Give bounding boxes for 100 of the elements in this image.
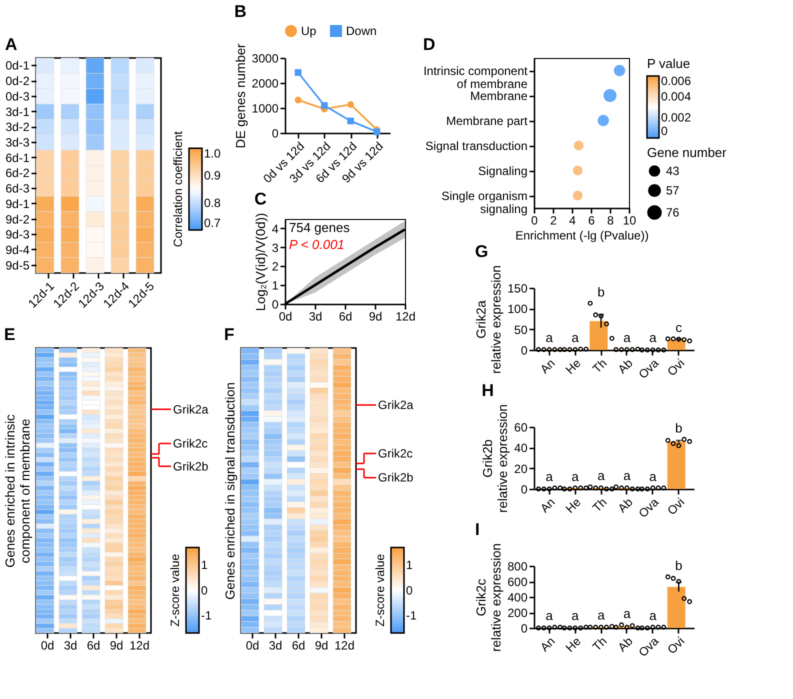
text: Grik2b: [173, 459, 209, 474]
annotation: 754 genes: [289, 220, 350, 235]
x-tick-label: 0: [531, 214, 538, 228]
x-tick-label: An: [537, 495, 558, 516]
y-tick-label: 2: [272, 260, 279, 274]
color-bar-label: 1: [201, 558, 208, 572]
x-tick-label: An: [537, 356, 558, 376]
y-axis-title: DE genes number: [232, 42, 248, 148]
y-tick-label: Signal transduction: [425, 139, 528, 153]
y-tick-label: 20: [514, 462, 528, 476]
text: Grik2c: [173, 436, 208, 450]
y-tick-label: 1000: [252, 102, 279, 116]
point: [294, 96, 302, 104]
annotation: c: [675, 320, 682, 335]
y-axis-title: Grik2c relative expression: [473, 543, 504, 652]
y-tick-label: 800: [507, 560, 528, 574]
y-tick-label: 100: [507, 302, 528, 316]
annotation: a: [572, 608, 580, 624]
y-tick-label: 0: [272, 126, 279, 140]
x-tick-label: 3d: [308, 310, 322, 324]
bar: [590, 321, 608, 350]
x-tick-label: Th: [590, 634, 610, 654]
y-axis-title: Grik2a relative expression: [473, 265, 504, 374]
y-tick-label: 2000: [252, 76, 279, 90]
x-tick-label: An: [537, 634, 558, 654]
y-tick-label: 6d-1: [5, 150, 30, 165]
x-tick-label: Ab: [615, 356, 636, 376]
color-bar-label: 0.9: [204, 168, 222, 183]
color-bar-label: -1: [201, 608, 212, 622]
chart-title: C: [254, 189, 267, 208]
y-tick-label: Membrane: [470, 89, 528, 103]
x-tick-label: He: [562, 356, 584, 377]
y-tick-label: 9d-3: [5, 228, 30, 242]
color-bar-label: 0: [661, 124, 668, 138]
y-axis-title: Log₂(V(id)/V(0d)): [252, 212, 268, 312]
y-axis-title: Genes enriched in signal transduction: [222, 382, 238, 600]
legend-label: 76: [666, 206, 680, 220]
y-tick-label: 3: [272, 240, 279, 255]
x-tick-label: Th: [590, 495, 610, 515]
chart-title: D: [422, 35, 436, 54]
color-bar-label: 1: [406, 558, 413, 572]
x-tick-label: Ovi: [664, 356, 688, 379]
y-tick-label: 0: [520, 482, 528, 496]
color-bar-label: 0: [201, 583, 208, 598]
x-tick-label: Ovi: [664, 495, 688, 518]
x-tick-label: 10: [622, 214, 636, 228]
y-tick-label: 9d-1: [5, 196, 30, 211]
x-tick-label: 9d: [314, 638, 328, 652]
y-tick-label: 9d-4: [5, 242, 30, 257]
y-tick-label: 0d-2: [5, 74, 30, 88]
annotation: a: [597, 607, 606, 622]
text: Grik2c: [378, 446, 413, 460]
x-axis-title: Enrichment (-lg (Pvalue)): [515, 228, 649, 242]
color-bar-label: 0.7: [204, 216, 222, 230]
annotation: a: [623, 330, 632, 345]
x-tick-label: Ova: [636, 634, 662, 660]
x-tick-label: 12d: [129, 638, 150, 652]
x-tick-label: 4: [569, 214, 576, 228]
x-tick-label: 3d: [268, 638, 282, 652]
x-tick-label: He: [562, 634, 584, 655]
y-tick-label: 0d-3: [5, 89, 30, 104]
y-tick-label: 0: [520, 344, 528, 358]
x-tick-label: Ovi: [664, 634, 688, 657]
color-bar-title: P value: [647, 56, 690, 71]
y-tick-label: 400: [507, 590, 528, 604]
annotation: a: [572, 330, 580, 345]
point: [347, 118, 354, 124]
y-tick-label: 9d-5: [5, 258, 30, 272]
color-bar-label: -1: [406, 608, 417, 622]
x-tick-label: 3d: [64, 638, 78, 652]
chart-title: I: [474, 520, 480, 539]
x-tick-label: Ab: [615, 494, 636, 516]
x-tick-label: 6: [588, 214, 596, 228]
x-tick-label: 6d: [292, 638, 306, 652]
chart-title: G: [474, 242, 488, 261]
y-tick-label: 6d-3: [5, 182, 30, 196]
y-tick-label: Single organism signaling: [441, 189, 528, 216]
y-tick-label: 3d-3: [5, 135, 30, 150]
y-tick-label: 3000: [252, 52, 279, 66]
annotation: a: [649, 330, 658, 345]
y-axis-title: Genes enriched in intrinsic component of membrane: [2, 414, 32, 568]
annotation: P < 0.001: [289, 237, 345, 252]
annotation: b: [675, 558, 682, 573]
color-bar-label: 1.0: [204, 146, 222, 160]
y-tick-label: 600: [507, 575, 528, 589]
color-bar-label: 0.004: [661, 90, 692, 104]
annotation: b: [597, 284, 605, 300]
chart-title: A: [4, 34, 18, 54]
text: Grik2a: [378, 398, 414, 412]
y-tick-label: 40: [514, 441, 528, 456]
x-tick-label: 9d: [110, 638, 124, 652]
x-tick-label: 9d: [368, 310, 382, 324]
legend-label: 43: [666, 164, 680, 178]
x-tick-label: 6d: [86, 638, 100, 652]
x-tick-label: Ab: [615, 634, 636, 654]
annotation: a: [572, 468, 580, 484]
color-bar-title: Z-score value: [373, 554, 387, 627]
y-tick-label: 3d-1: [5, 104, 30, 119]
bar: [667, 586, 686, 628]
x-tick-label: 8: [607, 214, 614, 228]
